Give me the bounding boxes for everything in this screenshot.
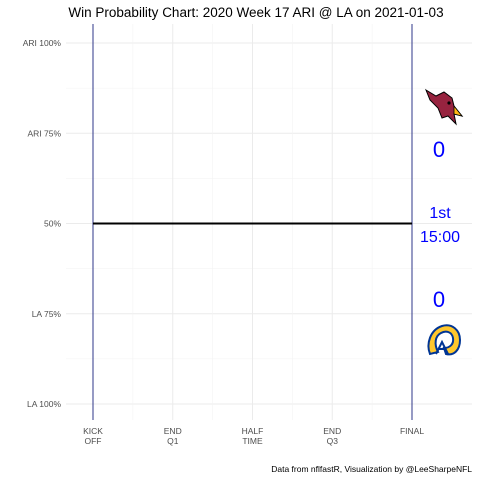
chart-title: Win Probability Chart: 2020 Week 17 ARI … bbox=[68, 5, 443, 20]
x-tick-label: FINAL bbox=[400, 426, 424, 436]
y-tick-label: LA 100% bbox=[27, 399, 61, 409]
x-tick-label: END bbox=[323, 426, 341, 436]
cardinals-logo-icon bbox=[424, 88, 464, 126]
y-tick-label: ARI 100% bbox=[23, 38, 62, 48]
home-score: 0 bbox=[433, 287, 445, 312]
game-clock: 15:00 bbox=[420, 229, 460, 246]
x-tick-label: END bbox=[164, 426, 182, 436]
y-tick-label: ARI 75% bbox=[27, 128, 61, 138]
chart-caption: Data from nflfastR, Visualization by @Le… bbox=[271, 464, 472, 474]
x-tick-label: TIME bbox=[242, 436, 263, 446]
y-axis-ticks: ARI 100% ARI 75% 50% LA 75% LA 100% bbox=[23, 38, 62, 409]
x-tick-label: Q3 bbox=[327, 436, 339, 446]
x-tick-label: Q1 bbox=[167, 436, 179, 446]
x-tick-label: HALF bbox=[242, 426, 264, 436]
game-quarter: 1st bbox=[429, 205, 451, 222]
grid-lines bbox=[66, 24, 472, 420]
x-tick-label: KICK bbox=[83, 426, 103, 436]
y-tick-label: 50% bbox=[44, 219, 61, 229]
y-tick-label: LA 75% bbox=[32, 309, 62, 319]
x-tick-label: OFF bbox=[85, 436, 102, 446]
rams-logo-icon bbox=[427, 324, 462, 356]
away-score: 0 bbox=[433, 137, 445, 162]
